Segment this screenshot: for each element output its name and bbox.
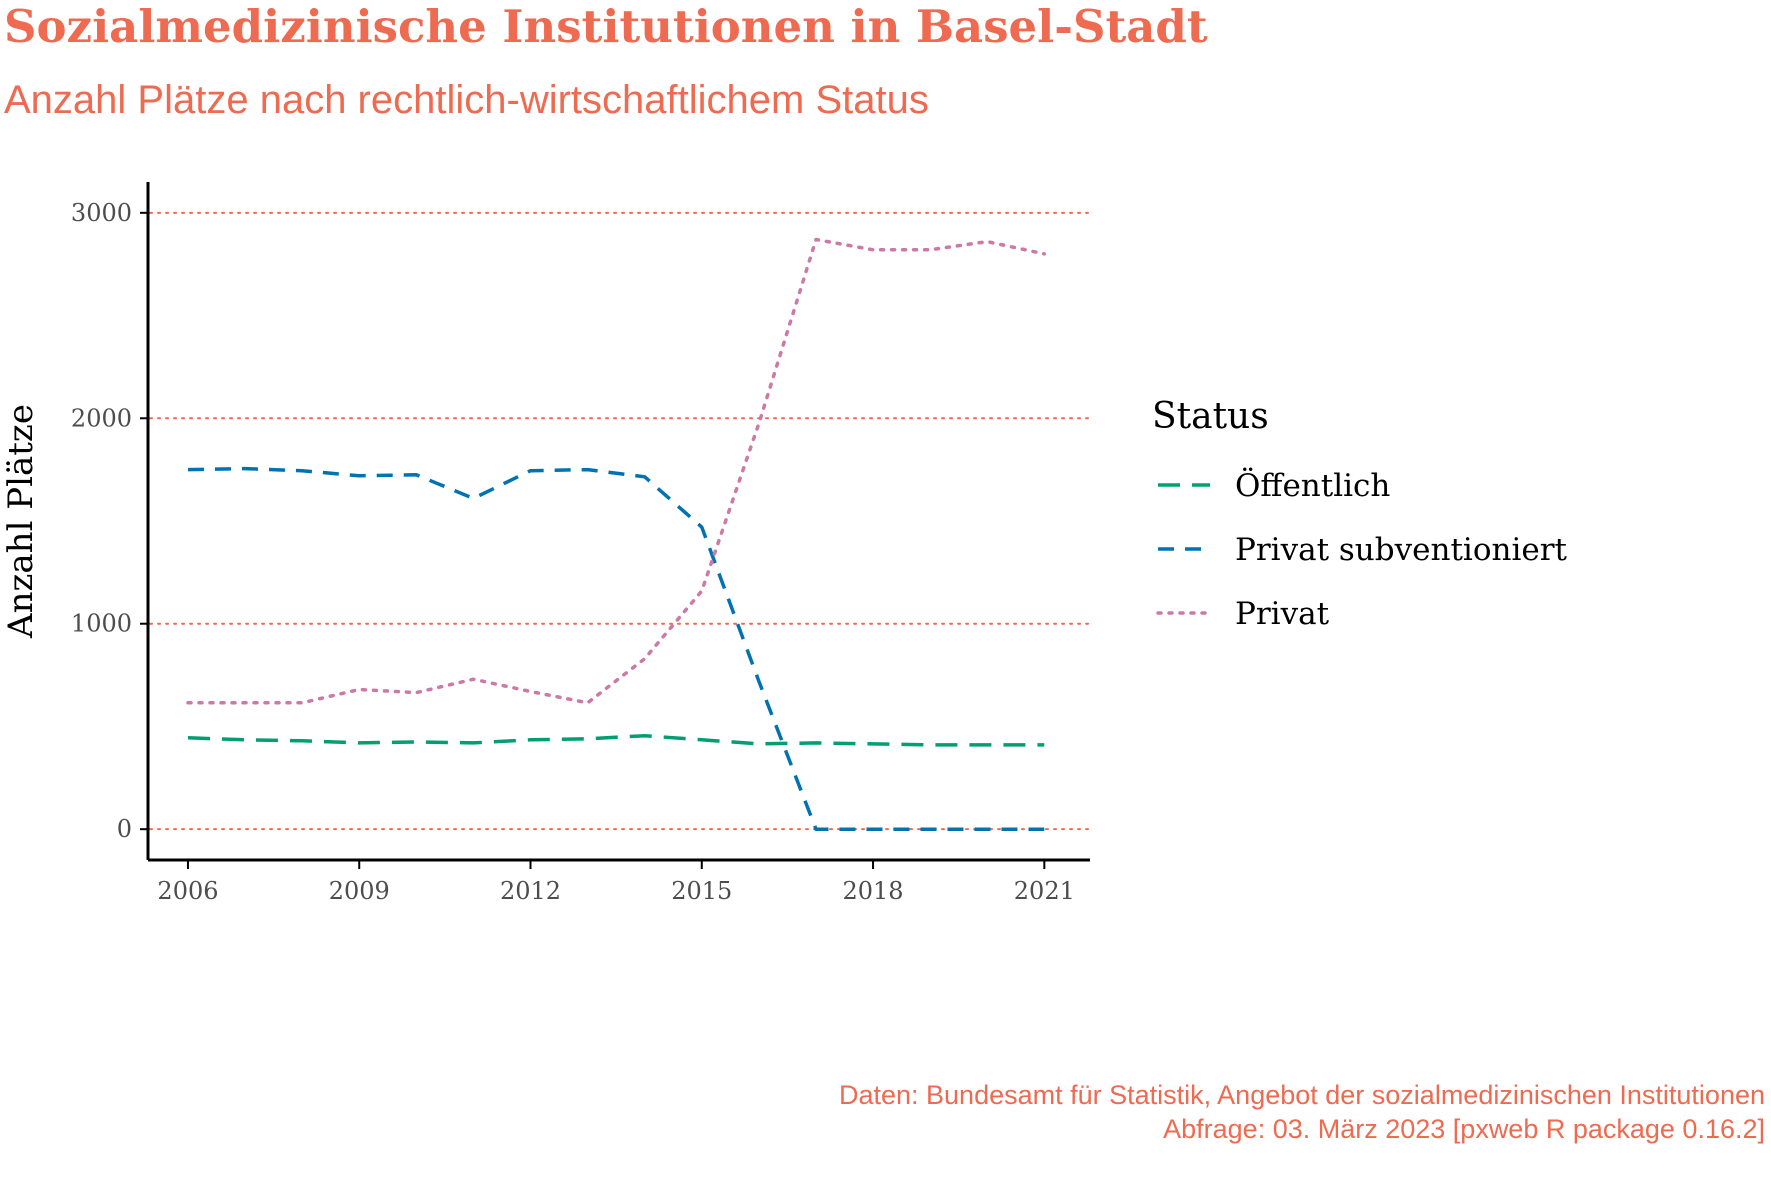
x-tick-label-2015: 2015 xyxy=(671,877,732,905)
source-caption: Daten: Bundesamt für Statistik, Angebot … xyxy=(839,1078,1765,1146)
series-line-0 xyxy=(187,733,1045,747)
x-tick-label-2021: 2021 xyxy=(1014,877,1075,905)
chart-subtitle: Anzahl Plätze nach rechtlich-wirtschaftl… xyxy=(4,78,929,122)
y-tick-label-0: 0 xyxy=(117,815,132,843)
caption-line-1: Daten: Bundesamt für Statistik, Angebot … xyxy=(838,1080,1765,1110)
caption-line-2: Abfrage: 03. März 2023 [pxweb R package … xyxy=(1163,1114,1765,1144)
y-tick-label-2000: 2000 xyxy=(71,404,132,432)
series-line-1 xyxy=(187,466,1045,831)
legend-label-2: Privat xyxy=(1235,596,1330,632)
chart-title: Sozialmedizinische Institutionen in Base… xyxy=(4,0,1208,53)
x-tick-label-2012: 2012 xyxy=(500,877,561,905)
series-line-2 xyxy=(186,237,1047,705)
legend-label-0: Öffentlich xyxy=(1235,466,1390,504)
y-tick-label-3000: 3000 xyxy=(71,199,132,227)
x-tick-label-2006: 2006 xyxy=(157,877,218,905)
legend-title: Status xyxy=(1152,396,1269,437)
axes: 0 1000 2000 3000 2006 2009 2012 2015 2018 2021 Anz… xyxy=(1,182,1090,905)
series-layer xyxy=(186,237,1047,831)
y-tick-label-1000: 1000 xyxy=(71,610,132,638)
legend-label-1: Privat subventioniert xyxy=(1235,532,1568,568)
x-tick-label-2018: 2018 xyxy=(843,877,904,905)
x-tick-label-2009: 2009 xyxy=(329,877,390,905)
y-axis-title: Anzahl Plätze xyxy=(1,404,41,639)
legend: Status Öffentlich Privat subventioniert Pri… xyxy=(1152,396,1568,632)
gridlines xyxy=(149,211,1091,831)
